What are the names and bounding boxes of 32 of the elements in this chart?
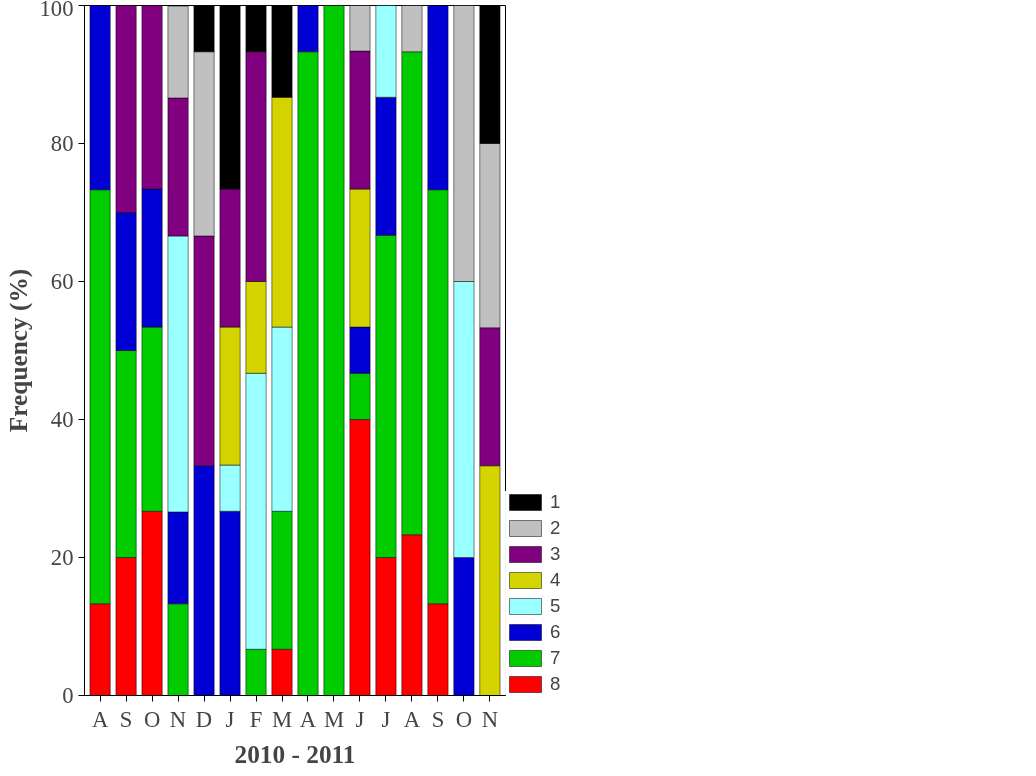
- x-tick-label: S: [119, 706, 133, 732]
- x-axis-title: 2010 - 2011: [234, 739, 356, 768]
- x-tick-label: F: [249, 706, 263, 732]
- y-tick-label: 60: [50, 269, 74, 294]
- legend-label: 1: [550, 491, 562, 513]
- legend-label: 7: [550, 647, 562, 669]
- x-tick-label: A: [91, 706, 109, 732]
- x-tick-label: N: [169, 706, 187, 732]
- y-tick-label: 100: [39, 0, 74, 21]
- legend-label: 3: [550, 543, 562, 565]
- x-tick-label: J: [355, 706, 365, 732]
- x-tick-label: A: [403, 706, 421, 732]
- legend-label: 4: [550, 569, 562, 591]
- x-tick-label: O: [143, 706, 161, 732]
- legend-label: 6: [550, 621, 562, 643]
- x-tick-label: N: [481, 706, 499, 732]
- y-tick-label: 20: [50, 545, 74, 570]
- x-tick-label: O: [455, 706, 473, 732]
- x-tick-label: J: [381, 706, 391, 732]
- y-axis-title: Frequency (%): [3, 268, 33, 433]
- x-tick-label: S: [431, 706, 445, 732]
- x-tick-label: J: [225, 706, 235, 732]
- y-tick-label: 0: [62, 683, 74, 708]
- legend-label: 5: [550, 595, 562, 617]
- x-tick-label: M: [271, 706, 293, 732]
- legend-label: 2: [550, 517, 562, 539]
- x-tick-label: M: [323, 706, 345, 732]
- y-tick-label: 40: [50, 407, 74, 432]
- x-tick-label: D: [195, 706, 213, 732]
- legend-label: 8: [550, 673, 562, 695]
- y-tick-label: 80: [50, 131, 74, 156]
- x-tick-label: A: [299, 706, 317, 732]
